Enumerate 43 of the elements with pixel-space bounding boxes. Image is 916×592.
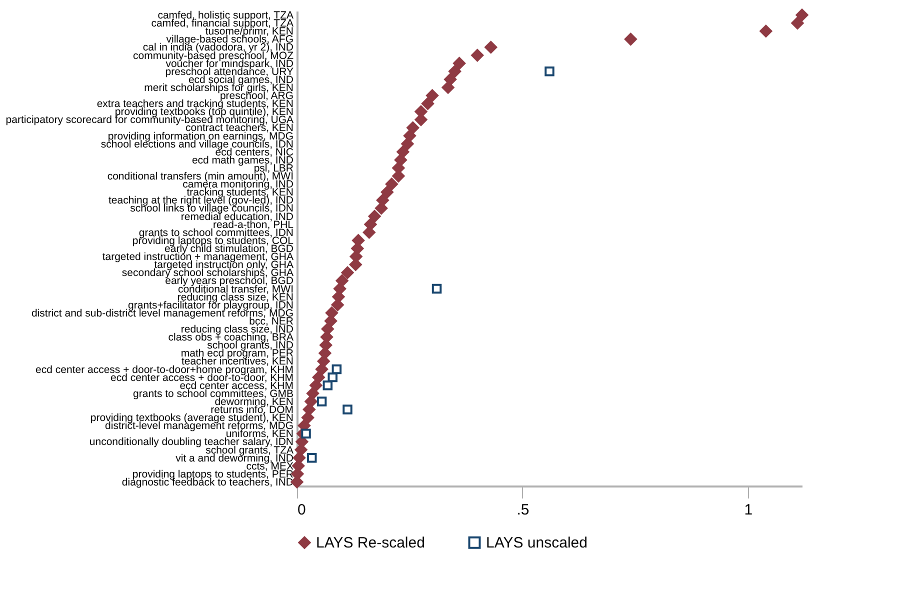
point [444, 73, 457, 86]
point [322, 380, 333, 390]
legend-label: LAYS unscaled [486, 534, 588, 552]
point [368, 210, 381, 223]
point [380, 186, 394, 198]
point [385, 178, 398, 190]
point [310, 379, 322, 392]
point [362, 226, 376, 239]
point [336, 274, 348, 287]
x-tick-label: 0 [298, 502, 306, 518]
point [796, 8, 808, 22]
point [406, 121, 420, 134]
point [302, 411, 314, 424]
point [331, 298, 344, 312]
point [304, 395, 318, 408]
point [453, 57, 466, 70]
point [401, 138, 414, 150]
point [312, 371, 325, 384]
point [448, 65, 462, 78]
point [442, 81, 454, 94]
point [471, 49, 484, 62]
x-tick-label: .5 [516, 502, 530, 518]
legend-label: LAYS Re-scaled [316, 534, 425, 552]
point [316, 363, 328, 376]
point [375, 202, 388, 214]
point [544, 66, 554, 76]
point [342, 404, 352, 414]
point [624, 32, 637, 46]
point [307, 452, 317, 463]
point [301, 428, 311, 439]
point [791, 16, 804, 30]
point [484, 40, 498, 54]
point [422, 97, 434, 110]
point [760, 24, 772, 38]
point [332, 364, 342, 374]
point [316, 396, 327, 406]
point [426, 89, 439, 102]
point [396, 146, 410, 158]
point [403, 130, 416, 142]
point [341, 266, 354, 279]
x-tick-label: 1 [744, 502, 753, 518]
point [432, 284, 442, 294]
point [394, 154, 407, 166]
